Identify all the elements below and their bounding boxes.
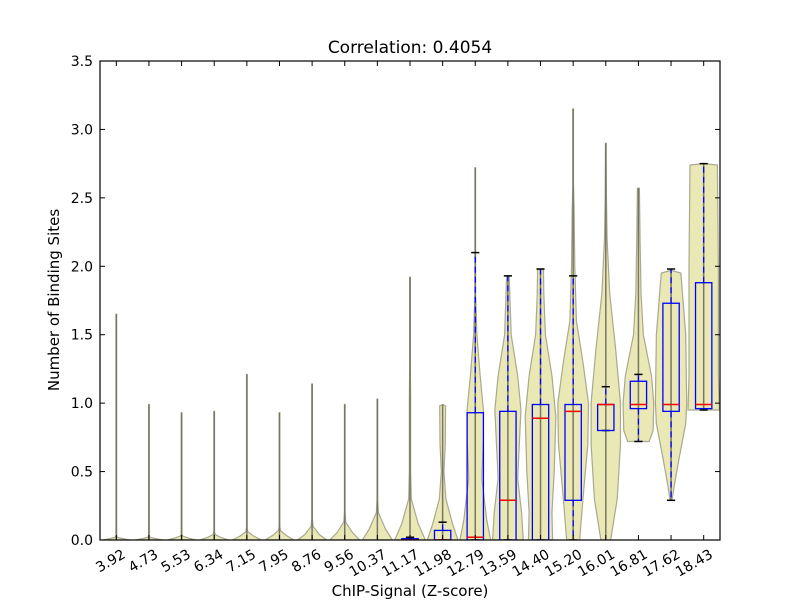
y-tick-label: 0.0 [71,533,93,549]
x-tick-label: 4.73 [126,547,161,576]
y-tick-label: 2.5 [71,191,93,207]
x-tick-label: 7.95 [256,547,291,576]
box-17.62 [662,302,680,413]
box-12.79 [466,412,485,540]
x-tick-label: 8.76 [289,547,324,576]
box-13.59 [499,410,517,540]
box-16.81 [629,380,648,410]
box-18.43 [694,282,713,410]
marks-group [102,108,720,540]
x-tick-label: 3.92 [93,547,128,576]
x-tick-label: 7.15 [224,547,259,576]
y-tick-label: 3.0 [71,122,93,138]
chart-title: Correlation: 0.4054 [328,38,492,58]
x-tick-label: 5.53 [159,547,194,576]
box-15.20 [564,403,582,501]
y-tick-label: 2.0 [71,259,93,275]
x-tick-label: 6.34 [191,547,226,576]
axis-ticks: 3.924.735.536.347.157.958.769.5610.3711.… [71,54,720,581]
y-tick-label: 1.0 [71,396,93,412]
y-tick-label: 1.5 [71,328,93,344]
x-axis-label: ChIP-Signal (Z-score) [332,582,489,600]
y-tick-label: 0.5 [71,465,93,481]
plot-marks [102,108,720,540]
y-tick-label: 3.5 [71,54,93,70]
y-axis-label: Number of Binding Sites [45,209,63,391]
x-tick-label: 18.43 [673,547,716,581]
